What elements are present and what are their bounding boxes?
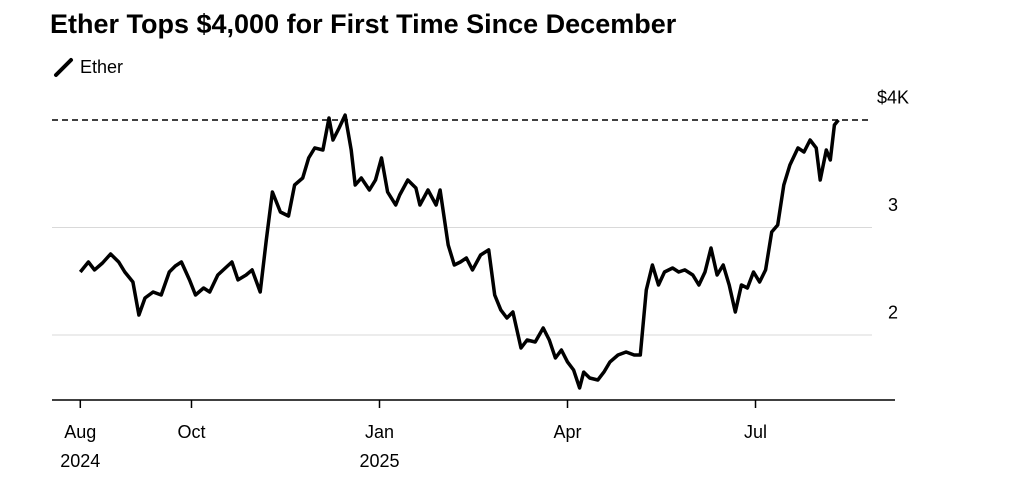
y-tick-label: 2 xyxy=(888,303,898,323)
x-tick-label: Oct xyxy=(177,422,205,442)
y-tick-label: $4K xyxy=(877,88,909,108)
y-tick-label: 3 xyxy=(888,195,898,215)
x-tick-label: Apr xyxy=(553,422,581,442)
x-tick-label: Jul xyxy=(744,422,767,442)
x-tick-label: Aug xyxy=(64,422,96,442)
chart-title: Ether Tops $4,000 for First Time Since D… xyxy=(50,9,677,39)
legend-icon xyxy=(54,58,73,77)
price-line xyxy=(78,113,840,390)
legend-label: Ether xyxy=(80,57,123,77)
x-tick-label: Jan xyxy=(365,422,394,442)
x-year-label: 2024 xyxy=(60,451,100,471)
x-year-label: 2025 xyxy=(359,451,399,471)
